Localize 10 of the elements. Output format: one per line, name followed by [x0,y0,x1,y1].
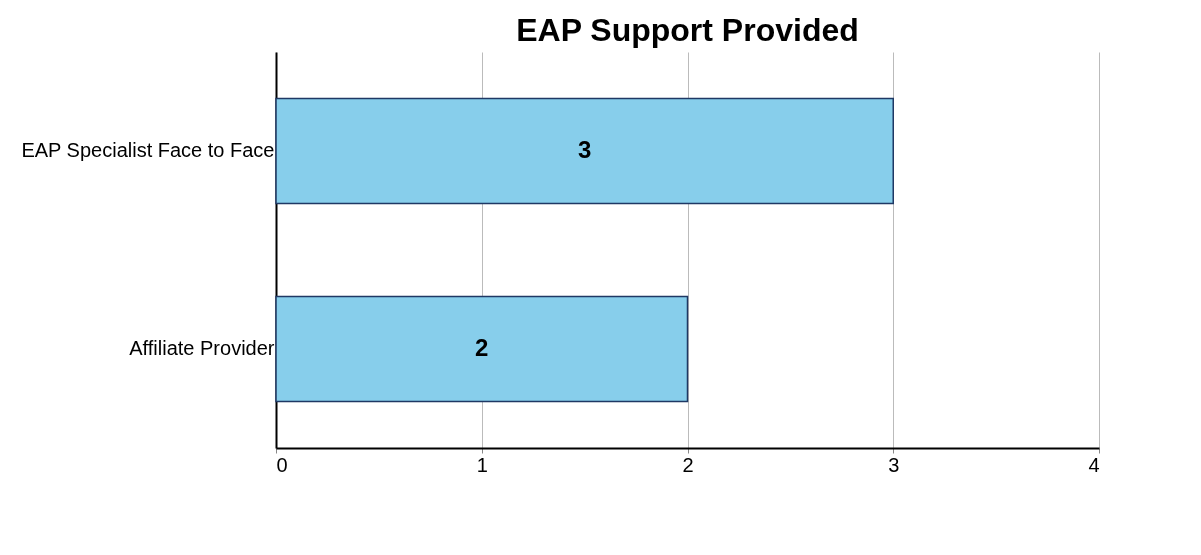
x-tick-label: 0 [276,453,288,476]
y-tick-label: EAP Specialist Face to Face [21,139,275,161]
data-label: 2 [475,334,489,361]
x-tick-label: 1 [476,453,488,476]
data-label: 3 [577,136,592,163]
x-tick-label: 3 [888,453,900,476]
x-tick-label: 2 [682,453,694,476]
x-tick-label: 4 [1088,453,1100,476]
chart-title: EAP Support Provided [516,12,859,48]
y-tick-label: Affiliate Provider [129,337,275,359]
